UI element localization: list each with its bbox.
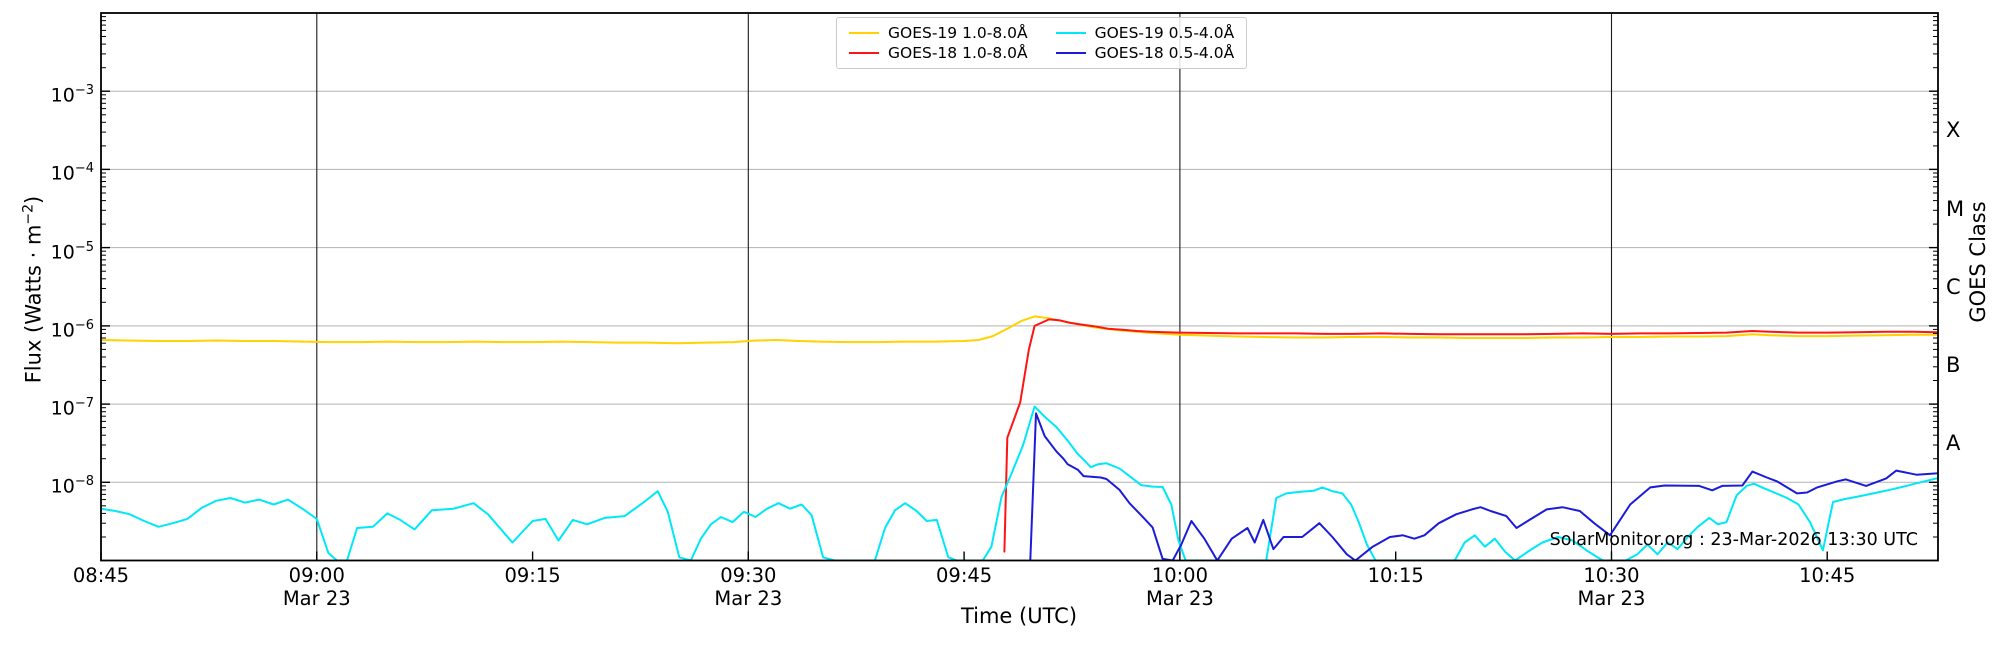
x-tick-label-09:45: 09:45 xyxy=(936,564,993,587)
legend-entry-goes19-short: GOES-19 0.5-4.0Å xyxy=(1055,24,1235,42)
series-line-goes18-long xyxy=(1003,318,1938,553)
x-tick-label-09:00: 09:00 Mar 23 xyxy=(282,564,351,610)
right-axis-title: GOES Class xyxy=(1966,201,1990,323)
legend-entry-goes18-short: GOES-18 0.5-4.0Å xyxy=(1055,44,1235,62)
goes-class-A: A xyxy=(1946,431,1961,456)
plot-border xyxy=(100,12,1939,562)
x-tick-label-09:30: 09:30 Mar 23 xyxy=(714,564,783,610)
legend-swatch-goes18-long xyxy=(849,51,879,55)
legend-swatch-goes19-short xyxy=(1055,31,1086,35)
goes-class-X: X xyxy=(1946,118,1961,143)
y-axis-title-text: Flux (Watts · m xyxy=(21,224,46,384)
legend: GOES-19 1.0-8.0Å GOES-18 1.0-8.0Å GOES-19 … xyxy=(836,17,1248,69)
y-axis-title-close: ) xyxy=(21,195,46,204)
x-tick-label-10:00: 10:00 Mar 23 xyxy=(1145,564,1214,610)
watermark: SolarMonitor.org : 23-Mar-2026 13:30 UTC xyxy=(1549,530,1918,550)
y-tick-label-10e-3: 10−3 xyxy=(50,83,94,107)
series-line-goes19-short xyxy=(101,405,1938,561)
y-tick-label-10e-8: 10−8 xyxy=(50,474,94,498)
x-tick-label-10:45: 10:45 xyxy=(1799,564,1856,587)
legend-swatch-goes19-long xyxy=(849,31,879,35)
legend-entry-goes19-long: GOES-19 1.0-8.0Å xyxy=(849,24,1028,42)
goes-class-C: C xyxy=(1946,274,1961,299)
legend-label-goes19-short: GOES-19 0.5-4.0Å xyxy=(1094,24,1235,42)
x-tick-label-09:15: 09:15 xyxy=(504,564,561,587)
legend-label-goes18-long: GOES-18 1.0-8.0Å xyxy=(888,44,1028,62)
x-axis-title: Time (UTC) xyxy=(960,604,1078,628)
series-line-goes19-long xyxy=(101,315,1938,345)
y-tick-label-10e-7: 10−7 xyxy=(50,396,94,420)
legend-swatch-goes18-short xyxy=(1055,51,1086,55)
goes-class-M: M xyxy=(1946,196,1965,221)
x-tick-label-10:30: 10:30 Mar 23 xyxy=(1577,564,1646,610)
y-tick-label-10e-6: 10−6 xyxy=(50,317,94,342)
legend-entry-goes18-long: GOES-18 1.0-8.0Å xyxy=(849,44,1028,62)
goes-class-B: B xyxy=(1946,352,1961,377)
x-tick-label-08:45: 08:45 xyxy=(72,564,130,587)
legend-label-goes19-long: GOES-19 1.0-8.0Å xyxy=(888,24,1028,42)
y-tick-label-10e-4: 10−4 xyxy=(50,161,94,185)
series-line-goes18-short xyxy=(1029,412,1938,561)
legend-label-goes18-short: GOES-18 0.5-4.0Å xyxy=(1094,44,1235,62)
y-axis-title-superscript: −2 xyxy=(20,203,37,225)
y-tick-label-10e-5: 10−5 xyxy=(50,239,94,263)
x-tick-label-10:15: 10:15 xyxy=(1367,564,1424,587)
y-axis-title: Flux (Watts · m−2) xyxy=(21,140,46,440)
